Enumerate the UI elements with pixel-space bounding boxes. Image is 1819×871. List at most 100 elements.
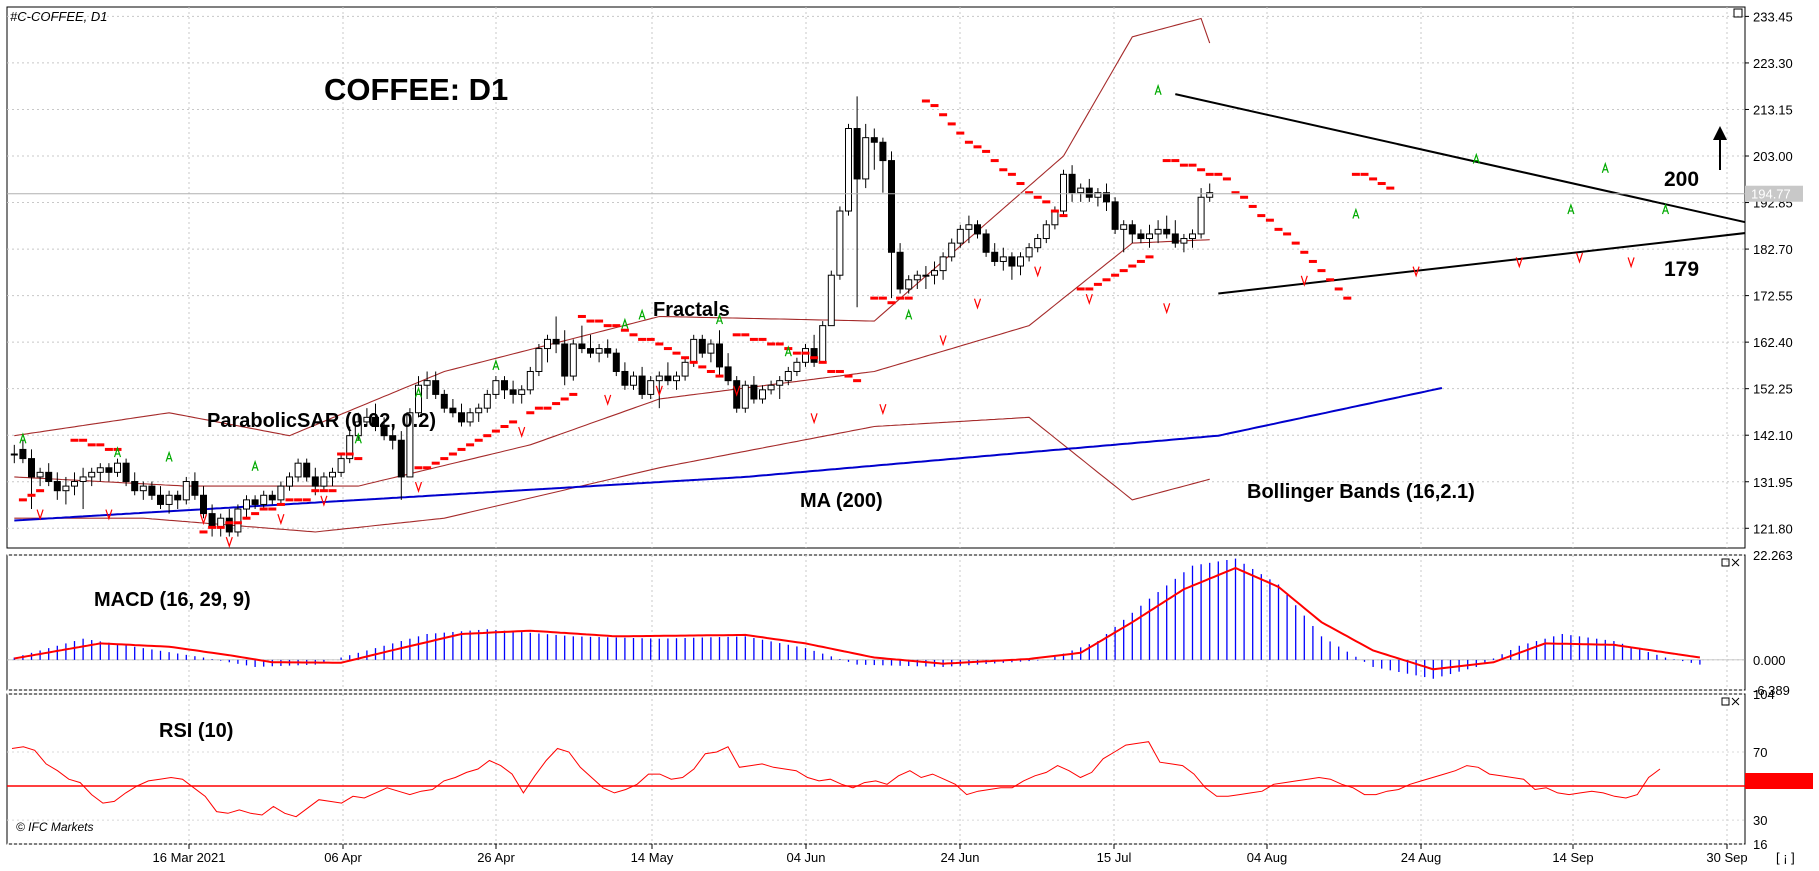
time-tick-label: 26 Apr xyxy=(477,850,515,865)
sar-dot xyxy=(663,347,672,351)
rsi-panel-controls[interactable] xyxy=(1721,697,1740,706)
candle-body xyxy=(991,251,999,262)
candle-body xyxy=(784,370,792,382)
candle xyxy=(836,206,844,280)
macd-indicator xyxy=(7,558,1745,679)
candle-body xyxy=(389,435,397,441)
sar-dot xyxy=(1128,264,1137,268)
sar-dot xyxy=(775,342,784,346)
grid-layer xyxy=(7,7,1745,845)
macd-close-icon[interactable] xyxy=(1731,558,1740,567)
sar-dot xyxy=(1283,232,1292,236)
candle xyxy=(974,220,981,239)
rsi-close-icon[interactable] xyxy=(1731,697,1740,706)
sar-dot xyxy=(534,406,543,410)
sar-dot xyxy=(1145,255,1154,259)
macd-restore-icon[interactable] xyxy=(1721,558,1730,567)
parabolic-sar xyxy=(18,99,1395,534)
sar-dot xyxy=(689,360,698,364)
candle xyxy=(655,371,663,409)
fractal-down-arrow xyxy=(1034,266,1042,278)
sar-dot xyxy=(870,296,879,300)
candle-body xyxy=(1163,228,1171,235)
sar-dot xyxy=(1111,273,1120,277)
candle-body xyxy=(1146,233,1153,240)
candle-body xyxy=(165,494,173,505)
lower-trendline xyxy=(1218,232,1745,295)
candle-body xyxy=(320,476,328,487)
time-tick-label: 16 Mar 2021 xyxy=(153,850,226,865)
candle xyxy=(1189,229,1196,248)
candle-body xyxy=(492,380,500,395)
sar-dot xyxy=(1300,250,1309,254)
candle xyxy=(62,476,70,505)
candle xyxy=(956,224,964,248)
candle-body xyxy=(1206,192,1214,198)
candle xyxy=(1128,220,1136,244)
sar-dot xyxy=(423,466,432,470)
candle-body xyxy=(741,384,749,409)
candle xyxy=(268,490,276,505)
sar-dot xyxy=(1240,195,1249,199)
candle-body xyxy=(853,127,861,180)
candle xyxy=(664,362,672,386)
candle-body xyxy=(690,338,698,363)
sar-dot xyxy=(1257,214,1266,218)
sar-dot xyxy=(560,397,569,401)
sar-dot xyxy=(1162,159,1171,163)
candle xyxy=(793,357,801,377)
candle xyxy=(1146,224,1153,248)
sar-dot xyxy=(285,498,294,502)
candle xyxy=(905,275,913,294)
rsi-restore-icon[interactable] xyxy=(1721,697,1730,706)
candle-body xyxy=(432,380,440,395)
candle xyxy=(79,467,87,510)
candle xyxy=(767,380,775,395)
candle xyxy=(28,449,35,510)
candle-body xyxy=(105,467,113,473)
candle-body xyxy=(303,462,311,478)
sar-dot xyxy=(896,296,905,300)
candle xyxy=(1042,220,1050,244)
scroll-end-marker[interactable]: [ ¡ ] xyxy=(1776,850,1795,865)
sar-dot xyxy=(741,333,750,337)
candle-body xyxy=(509,389,517,395)
fractal-down-arrow xyxy=(879,403,887,416)
candle-body xyxy=(767,384,775,391)
candle xyxy=(931,261,938,285)
candle-body xyxy=(1180,238,1188,244)
time-tick-label: 06 Apr xyxy=(324,850,362,865)
candle-body xyxy=(286,476,293,487)
candle-body xyxy=(793,361,801,372)
candle xyxy=(561,330,569,386)
fractal-up-arrow xyxy=(1154,83,1162,96)
sar-dot xyxy=(70,438,79,442)
rsi-indicator xyxy=(7,741,1745,818)
candle-body xyxy=(122,462,130,483)
candle-body xyxy=(956,228,964,244)
candle-body xyxy=(311,476,319,487)
candle-body xyxy=(819,325,827,363)
sar-dot xyxy=(251,512,260,516)
sar-dot xyxy=(947,122,956,126)
sar-dot xyxy=(302,498,311,502)
candle xyxy=(243,495,250,519)
candle xyxy=(1197,188,1205,239)
sar-dot xyxy=(1205,172,1214,176)
sar-dot xyxy=(27,493,36,497)
fractal-up-arrow xyxy=(1661,203,1670,215)
candle xyxy=(1008,252,1016,280)
candle-body xyxy=(526,370,534,391)
price-panel-maximize-icon[interactable] xyxy=(1733,8,1743,18)
candle-body xyxy=(931,270,938,276)
sar-dot xyxy=(1291,241,1300,245)
candle xyxy=(182,476,190,505)
candle-body xyxy=(595,348,603,354)
candle-body xyxy=(535,348,543,372)
fractal-down-arrow xyxy=(604,394,612,406)
fractal-up-arrow xyxy=(1601,161,1609,173)
macd-panel-controls[interactable] xyxy=(1721,558,1740,567)
sar-dot xyxy=(1188,163,1197,167)
candle-body xyxy=(79,476,87,483)
candle-body xyxy=(1120,224,1128,230)
